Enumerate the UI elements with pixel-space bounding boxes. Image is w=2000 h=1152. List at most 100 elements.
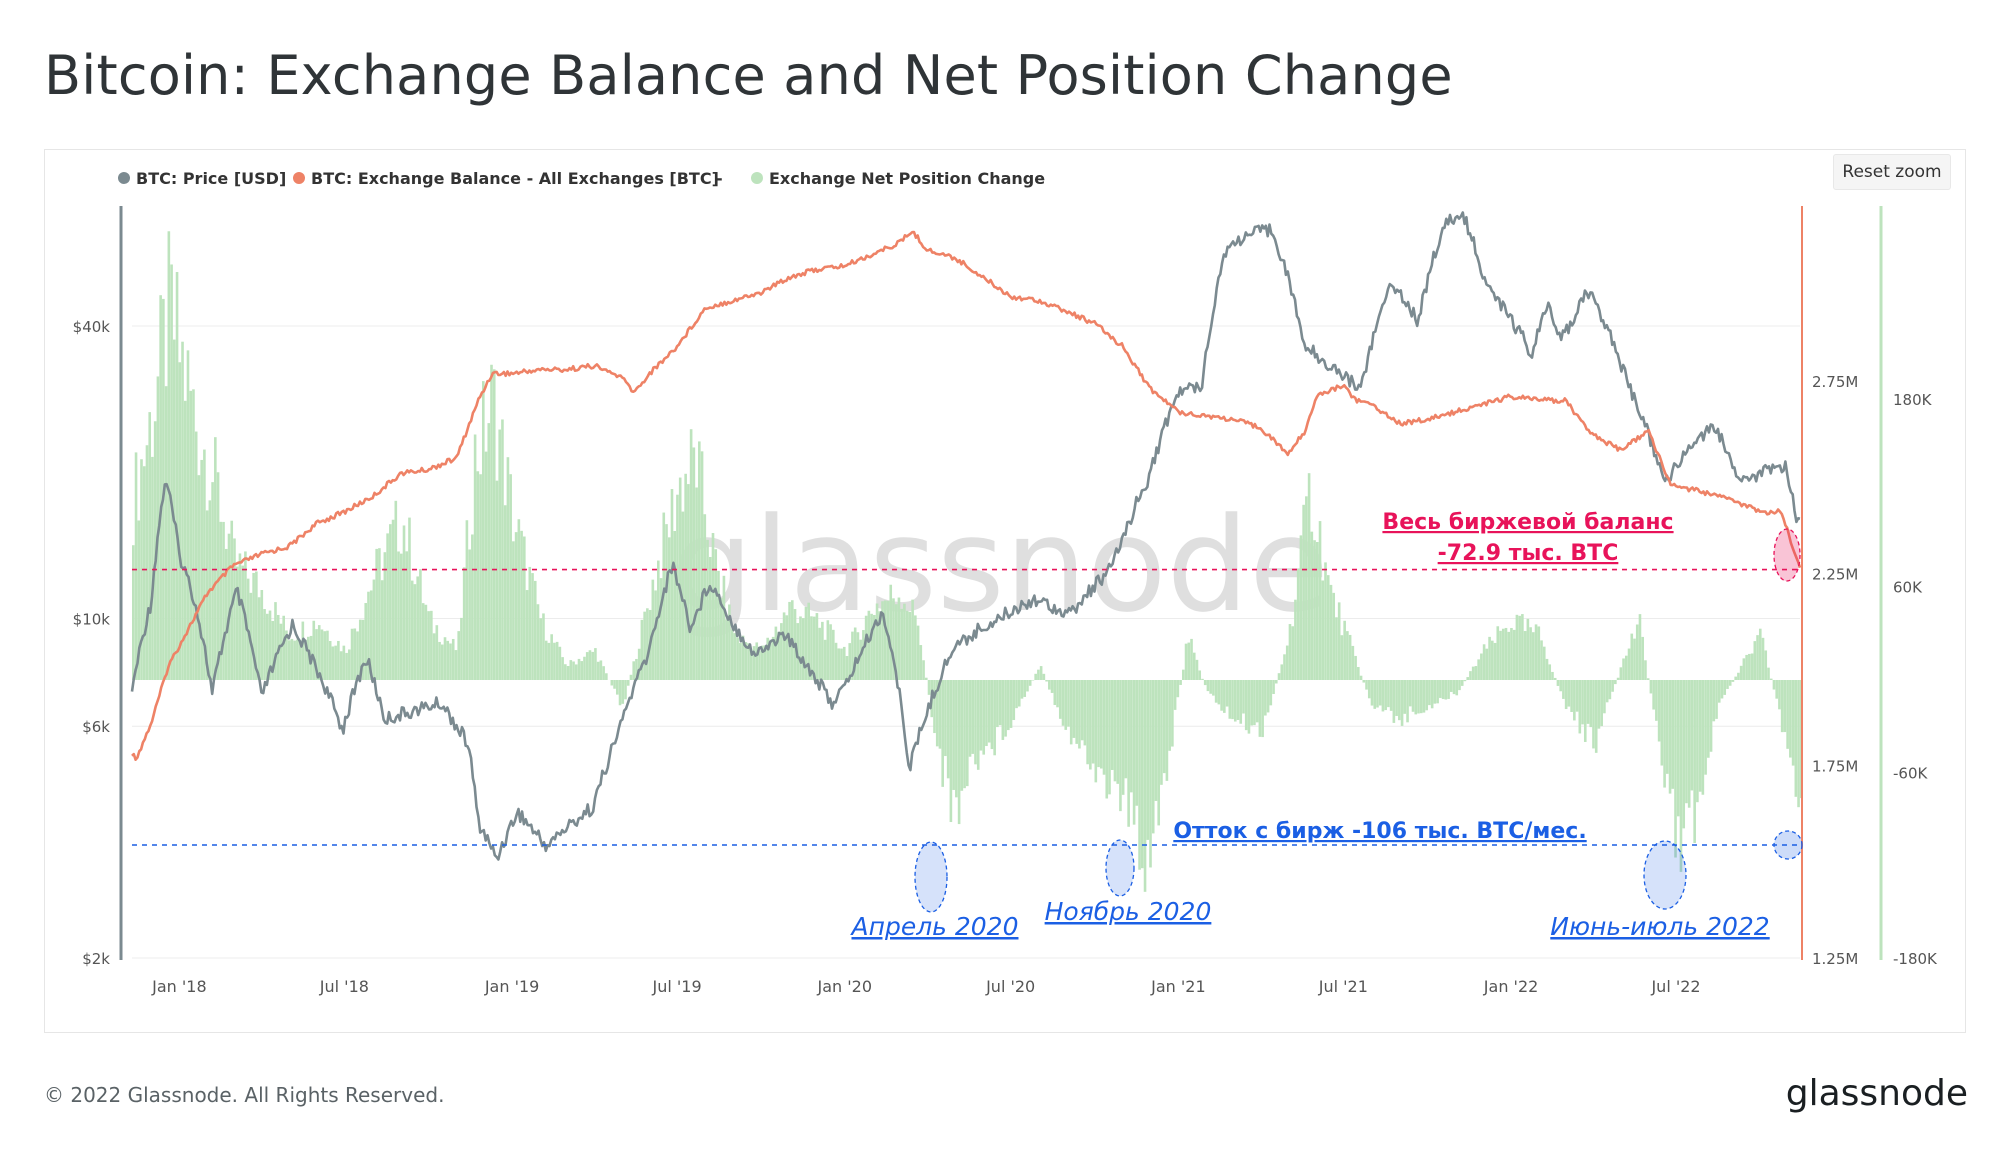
net-bar bbox=[274, 602, 277, 680]
axes: $2k $6k $10k $40k 1.25M 1.75M 2.25M 2.75M -180K -… bbox=[73, 206, 1938, 996]
net-bar bbox=[1772, 680, 1776, 690]
net-bar bbox=[985, 680, 988, 747]
net-bar bbox=[1797, 680, 1800, 808]
reset-zoom-button[interactable]: Reset zoom bbox=[1833, 154, 1951, 190]
net-bar bbox=[140, 459, 143, 680]
net-bar bbox=[1225, 680, 1229, 707]
net-bar bbox=[914, 615, 917, 680]
net-bar bbox=[714, 549, 718, 680]
net-bar bbox=[1452, 680, 1456, 695]
net-bar bbox=[1266, 680, 1270, 713]
net-bar bbox=[585, 652, 589, 680]
net-bar bbox=[148, 412, 152, 680]
net-bar bbox=[1305, 496, 1308, 680]
net-bar bbox=[317, 625, 321, 680]
net-bar bbox=[1583, 680, 1587, 742]
net-bar bbox=[916, 625, 920, 680]
net-bar bbox=[1157, 680, 1161, 826]
net-bar bbox=[673, 531, 677, 680]
net-bar bbox=[1067, 680, 1070, 727]
net-bar bbox=[1296, 569, 1300, 680]
net-bar bbox=[1288, 624, 1292, 680]
net-bar bbox=[1633, 638, 1636, 680]
net-bar bbox=[1646, 678, 1650, 680]
net-bar bbox=[821, 621, 824, 680]
net-tick-label: -60K bbox=[1893, 765, 1928, 783]
net-bar bbox=[1624, 655, 1628, 680]
net-bar bbox=[1575, 680, 1579, 712]
net-bar bbox=[1209, 680, 1212, 694]
net-bar bbox=[520, 530, 523, 680]
net-bar bbox=[350, 628, 354, 680]
net-bar bbox=[771, 636, 775, 680]
net-bar bbox=[1469, 671, 1472, 680]
net-bar bbox=[383, 552, 387, 680]
balance-tick-label: 2.75M bbox=[1812, 373, 1858, 391]
net-bar bbox=[577, 658, 581, 680]
net-bar bbox=[659, 578, 663, 680]
net-bar bbox=[747, 643, 750, 680]
net-bar bbox=[1523, 631, 1527, 680]
net-bar bbox=[933, 680, 936, 734]
net-bar bbox=[996, 680, 999, 728]
net-bar bbox=[621, 680, 625, 704]
net-bar bbox=[594, 648, 597, 680]
net-bar bbox=[952, 680, 955, 790]
net-bar bbox=[1592, 680, 1595, 749]
net-bar bbox=[498, 429, 502, 680]
net-bar bbox=[826, 620, 830, 680]
net-bar bbox=[1504, 627, 1508, 680]
net-bar bbox=[1794, 680, 1798, 797]
net-bar bbox=[1072, 680, 1076, 738]
x-tick-label: Jul '21 bbox=[1318, 977, 1368, 996]
net-bar bbox=[132, 545, 135, 680]
net-bar bbox=[1753, 641, 1757, 680]
net-bar bbox=[1365, 680, 1368, 690]
chart-frame bbox=[44, 149, 1966, 1033]
net-bar bbox=[807, 602, 811, 680]
net-bar bbox=[1020, 680, 1024, 699]
net-bar bbox=[785, 615, 789, 680]
net-bar bbox=[1258, 680, 1262, 737]
net-bar bbox=[640, 619, 644, 680]
net-bar bbox=[432, 633, 436, 680]
net-bar bbox=[1559, 680, 1562, 692]
net-bar bbox=[328, 640, 332, 680]
balance-tick-label: 2.25M bbox=[1812, 565, 1858, 583]
net-bar bbox=[1089, 680, 1092, 770]
x-tick-label: Jul '19 bbox=[651, 977, 701, 996]
net-bar bbox=[476, 471, 480, 680]
net-bar bbox=[380, 580, 384, 680]
net-bar bbox=[873, 614, 876, 680]
net-bar bbox=[1146, 680, 1150, 840]
net-bar bbox=[1616, 677, 1620, 680]
net-bar bbox=[894, 604, 898, 680]
net-bar bbox=[1083, 680, 1087, 746]
net-bar bbox=[698, 441, 701, 680]
net-bar bbox=[1482, 644, 1486, 680]
net-bar bbox=[1731, 680, 1735, 682]
net-bar bbox=[799, 616, 802, 680]
net-bar bbox=[1160, 680, 1163, 785]
net-bar bbox=[222, 521, 225, 680]
net-bar bbox=[372, 579, 376, 680]
net-bar bbox=[1666, 680, 1669, 774]
net-bar bbox=[167, 231, 171, 680]
net-bar bbox=[574, 664, 578, 680]
net-bar bbox=[1537, 626, 1541, 680]
net-bar bbox=[1389, 680, 1393, 711]
net-bar bbox=[976, 680, 980, 770]
net-bar bbox=[974, 680, 977, 765]
net-bar bbox=[1433, 680, 1437, 704]
net-bar bbox=[558, 646, 562, 680]
net-bar bbox=[1529, 627, 1532, 680]
net-bar bbox=[468, 549, 471, 680]
net-bar bbox=[457, 631, 460, 680]
net-bar bbox=[386, 533, 389, 680]
net-bar bbox=[1337, 602, 1341, 680]
net-bar bbox=[957, 680, 961, 825]
net-bar bbox=[1015, 680, 1018, 709]
net-bar bbox=[1471, 666, 1475, 680]
net-bar bbox=[1105, 680, 1109, 799]
net-bar bbox=[922, 660, 925, 680]
